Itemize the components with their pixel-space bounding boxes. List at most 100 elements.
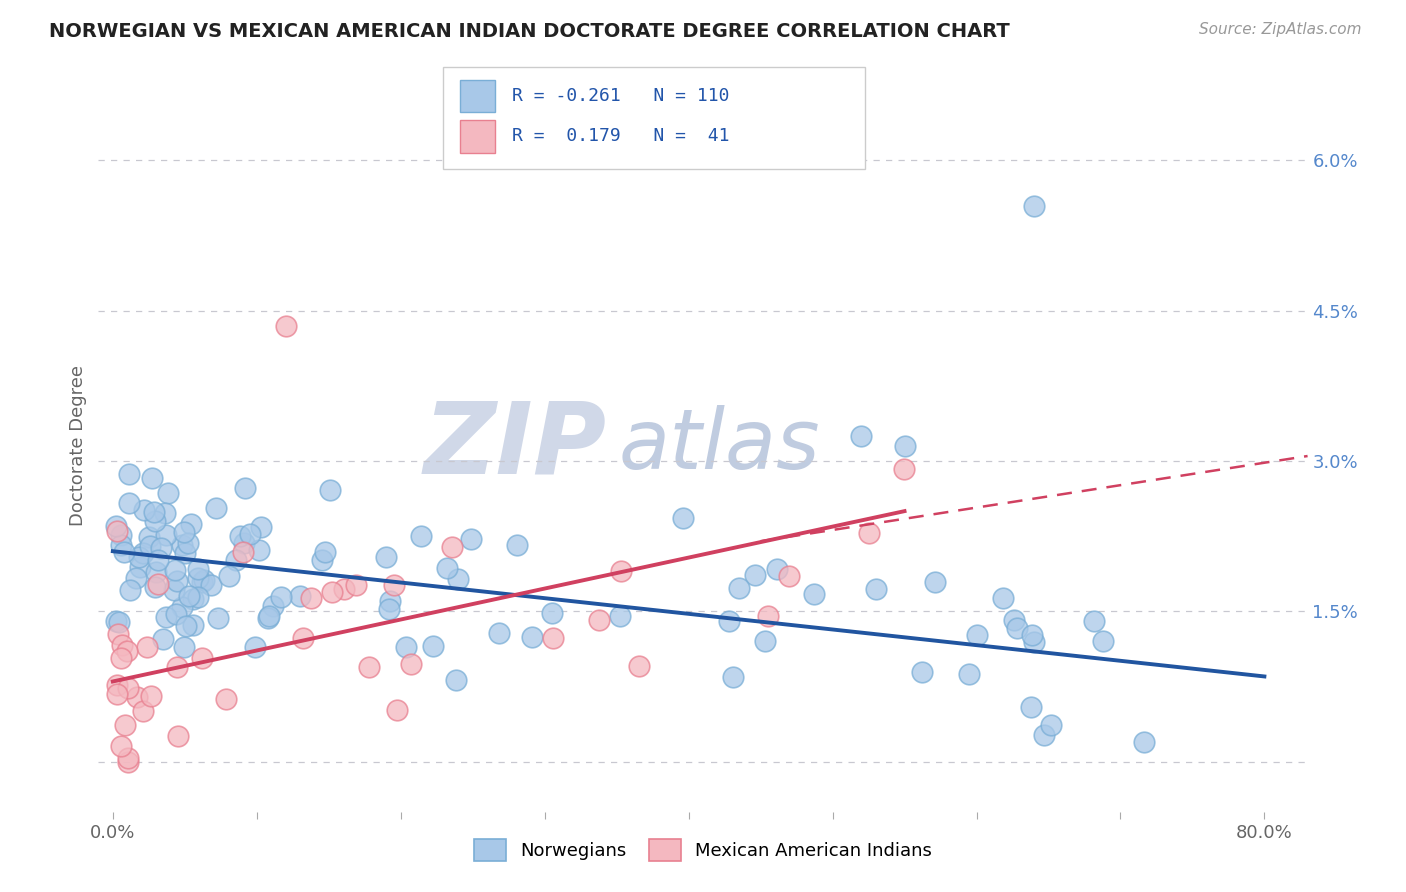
Point	[233, 481, 256, 495]
Point	[250, 520, 273, 534]
Y-axis label: Doctorate Degree: Doctorate Degree	[69, 366, 87, 526]
Point	[610, 564, 633, 578]
Point	[200, 578, 222, 592]
Point	[117, 751, 139, 765]
Text: NORWEGIAN VS MEXICAN AMERICAN INDIAN DOCTORATE DEGREE CORRELATION CHART: NORWEGIAN VS MEXICAN AMERICAN INDIAN DOC…	[49, 22, 1010, 41]
Point	[728, 581, 751, 595]
Point	[609, 608, 631, 623]
Point	[150, 541, 173, 555]
Point	[1019, 699, 1042, 714]
Point	[756, 608, 779, 623]
Point	[146, 577, 169, 591]
Point	[444, 673, 467, 687]
Point	[139, 690, 162, 704]
Point	[893, 461, 915, 475]
Text: R =  0.179   N =  41: R = 0.179 N = 41	[512, 128, 730, 145]
Point	[966, 628, 988, 642]
Point	[167, 729, 190, 743]
Point	[865, 582, 887, 596]
Point	[290, 590, 312, 604]
Point	[118, 582, 141, 597]
Point	[173, 640, 195, 654]
Point	[460, 533, 482, 547]
Point	[395, 640, 418, 654]
Point	[132, 546, 155, 560]
Point	[157, 485, 180, 500]
Point	[145, 565, 167, 579]
Point	[174, 546, 197, 560]
Point	[207, 611, 229, 625]
Point	[541, 606, 564, 620]
Point	[232, 544, 254, 558]
Point	[143, 506, 166, 520]
Text: Source: ZipAtlas.com: Source: ZipAtlas.com	[1198, 22, 1361, 37]
Point	[924, 575, 946, 590]
Point	[232, 536, 254, 550]
Point	[229, 529, 252, 543]
Point	[218, 568, 240, 582]
Point	[1024, 635, 1046, 649]
Point	[409, 529, 432, 543]
Point	[243, 640, 266, 654]
Text: R = -0.261   N = 110: R = -0.261 N = 110	[512, 87, 730, 105]
Point	[344, 578, 367, 592]
Point	[851, 429, 873, 443]
Text: ZIP: ZIP	[423, 398, 606, 494]
Point	[447, 572, 470, 586]
Point	[117, 681, 139, 695]
Point	[172, 538, 194, 552]
Point	[858, 526, 880, 541]
Point	[152, 632, 174, 646]
Point	[155, 506, 177, 520]
Point	[138, 530, 160, 544]
Point	[193, 573, 215, 587]
Point	[105, 687, 128, 701]
Point	[672, 510, 695, 524]
Point	[1133, 735, 1156, 749]
Point	[155, 528, 177, 542]
Point	[311, 553, 333, 567]
Point	[382, 578, 405, 592]
Point	[181, 617, 204, 632]
Point	[239, 527, 262, 541]
Point	[357, 659, 380, 673]
Point	[110, 528, 132, 542]
Point	[628, 659, 651, 673]
Point	[129, 560, 152, 574]
Point	[270, 590, 292, 604]
Point	[262, 599, 284, 613]
Point	[108, 615, 131, 629]
Point	[436, 560, 458, 574]
Point	[1092, 634, 1115, 648]
Point	[117, 755, 139, 769]
Point	[319, 483, 342, 497]
Point	[136, 640, 159, 655]
Point	[257, 611, 280, 625]
Point	[110, 651, 132, 665]
Point	[132, 503, 155, 517]
Point	[179, 589, 201, 603]
Point	[191, 651, 214, 665]
Text: atlas: atlas	[619, 406, 820, 486]
Point	[163, 563, 186, 577]
Point	[718, 615, 741, 629]
Point	[247, 542, 270, 557]
Point	[187, 562, 209, 576]
Point	[385, 703, 408, 717]
Point	[1021, 628, 1043, 642]
Point	[506, 538, 529, 552]
Point	[128, 550, 150, 565]
Point	[314, 545, 336, 559]
Point	[332, 582, 354, 596]
Point	[225, 553, 247, 567]
Point	[104, 519, 127, 533]
Point	[110, 538, 132, 552]
Point	[114, 718, 136, 732]
Point	[132, 704, 155, 718]
Point	[378, 593, 401, 607]
Point	[187, 591, 209, 605]
Point	[180, 517, 202, 532]
Point	[143, 515, 166, 529]
Point	[127, 690, 149, 705]
Point	[166, 660, 188, 674]
